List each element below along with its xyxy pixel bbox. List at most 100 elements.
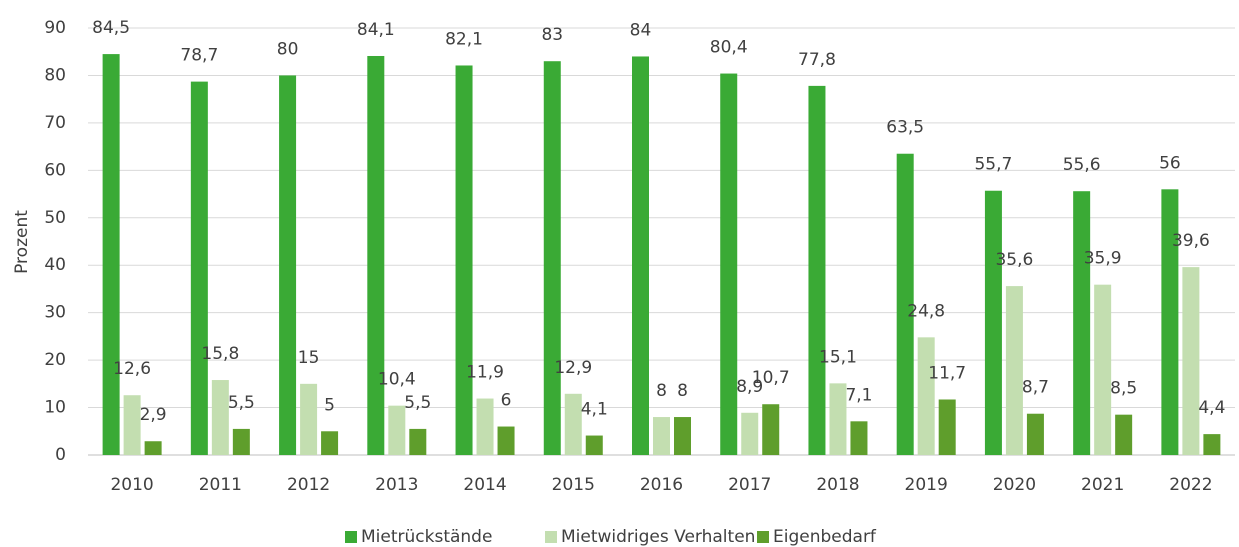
bar	[984, 190, 1002, 456]
legend-swatch	[345, 531, 357, 543]
bar	[1026, 413, 1044, 455]
x-tick-label: 2014	[463, 475, 506, 495]
bar	[455, 65, 473, 455]
value-label: 84,5	[92, 18, 130, 38]
x-tick-label: 2017	[728, 475, 771, 495]
value-label: 4,4	[1198, 398, 1225, 418]
value-label: 8,9	[736, 377, 763, 397]
value-label: 5	[324, 395, 335, 415]
bar	[1005, 286, 1023, 455]
bar	[1161, 189, 1179, 456]
y-tick-label: 20	[44, 350, 66, 370]
bar	[829, 383, 847, 455]
value-label: 63,5	[886, 118, 924, 138]
bar	[1182, 267, 1200, 455]
x-tick-label: 2019	[905, 475, 948, 495]
value-label: 15	[298, 348, 320, 368]
bar	[850, 421, 868, 455]
legend-label: Mietwidriges Verhalten	[561, 527, 755, 547]
x-tick-label: 2021	[1081, 475, 1124, 495]
value-label: 8,5	[1110, 379, 1137, 399]
bar	[409, 428, 427, 455]
bar	[300, 383, 318, 455]
x-tick-label: 2016	[640, 475, 683, 495]
legend-label: Eigenbedarf	[773, 527, 877, 547]
bar	[102, 54, 120, 455]
bar	[762, 404, 780, 455]
bar	[279, 75, 297, 455]
bar	[808, 85, 826, 455]
y-tick-label: 30	[44, 303, 66, 323]
bar	[144, 441, 162, 455]
y-tick-label: 50	[44, 208, 66, 228]
value-label: 11,9	[466, 363, 504, 383]
bar	[585, 435, 603, 455]
legend-label: Mietrückstände	[361, 527, 492, 547]
value-label: 4,1	[581, 400, 608, 420]
bar	[632, 56, 649, 455]
bar	[367, 55, 385, 456]
value-label: 5,5	[404, 393, 431, 413]
bar	[1073, 191, 1091, 455]
value-label: 84	[630, 20, 652, 40]
bar	[720, 73, 738, 456]
value-label: 80,4	[710, 38, 748, 58]
value-label: 8	[656, 381, 667, 401]
y-tick-label: 40	[44, 255, 66, 275]
bar	[1203, 434, 1221, 455]
x-tick-label: 2013	[375, 475, 418, 495]
value-label: 55,6	[1063, 155, 1101, 175]
y-tick-label: 10	[44, 398, 66, 418]
value-label: 55,7	[974, 155, 1012, 175]
bar	[190, 81, 208, 456]
value-label: 83	[541, 25, 563, 45]
value-label: 35,6	[995, 250, 1033, 270]
bar	[388, 405, 406, 455]
bar	[232, 428, 250, 455]
value-label: 77,8	[798, 50, 836, 70]
value-label: 82,1	[445, 29, 483, 49]
value-label: 2,9	[140, 405, 167, 425]
value-label: 35,9	[1084, 249, 1122, 269]
x-tick-label: 2020	[993, 475, 1036, 495]
value-label: 11,7	[928, 363, 966, 383]
x-tick-label: 2015	[552, 475, 595, 495]
value-label: 15,1	[819, 347, 857, 367]
value-label: 10,7	[752, 368, 790, 388]
y-tick-label: 0	[55, 445, 66, 465]
value-label: 7,1	[845, 385, 872, 405]
value-label: 5,5	[228, 393, 255, 413]
y-tick-label: 70	[44, 113, 66, 133]
bar	[1115, 414, 1133, 455]
bar	[497, 426, 515, 455]
bar	[476, 398, 494, 455]
x-tick-label: 2011	[199, 475, 242, 495]
bar	[938, 399, 956, 455]
bar	[674, 417, 691, 455]
value-label: 80	[277, 39, 299, 59]
value-label: 39,6	[1172, 231, 1210, 251]
value-label: 24,8	[907, 301, 945, 321]
y-axis-label: Prozent	[12, 210, 32, 274]
value-label: 56	[1159, 153, 1181, 173]
value-label: 8	[677, 381, 688, 401]
legend-swatch	[757, 531, 769, 543]
y-tick-label: 80	[44, 65, 66, 85]
value-label: 84,1	[357, 20, 395, 40]
y-tick-label: 60	[44, 160, 66, 180]
bar	[653, 417, 670, 455]
x-tick-label: 2018	[816, 475, 859, 495]
x-tick-label: 2010	[110, 475, 153, 495]
value-label: 8,7	[1022, 378, 1049, 398]
legend-swatch	[545, 531, 557, 543]
bar	[321, 431, 339, 455]
bar	[917, 337, 935, 455]
bar	[741, 412, 759, 455]
value-label: 15,8	[201, 344, 239, 364]
bar	[896, 153, 914, 455]
value-label: 12,9	[554, 358, 592, 378]
value-label: 78,7	[180, 46, 218, 66]
bar	[211, 380, 229, 455]
x-tick-label: 2022	[1169, 475, 1212, 495]
